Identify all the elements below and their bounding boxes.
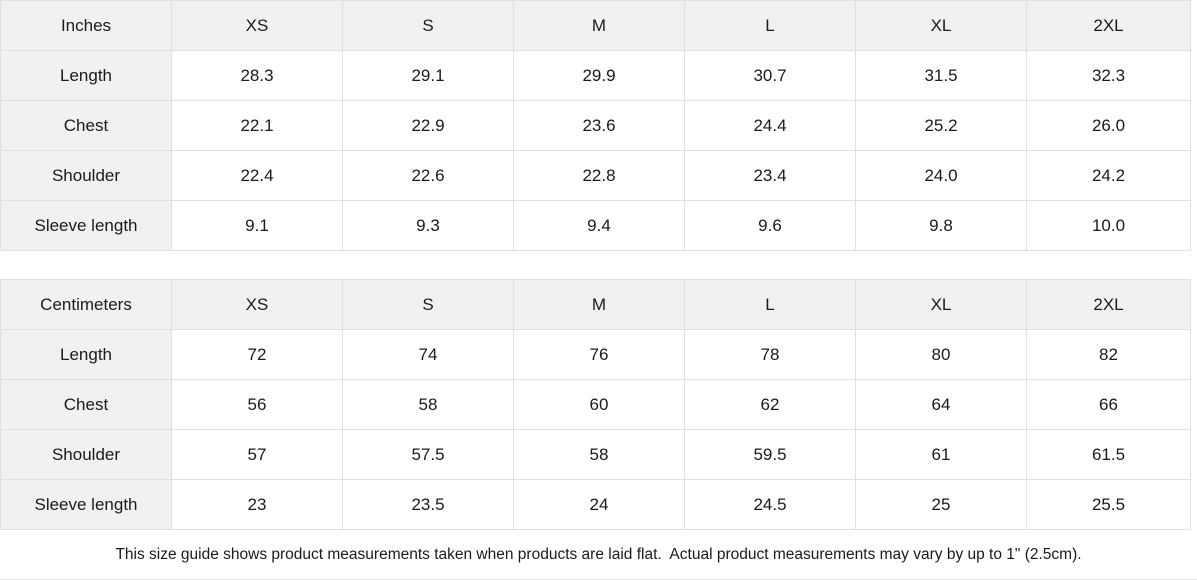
value-cell: 9.8 bbox=[855, 200, 1027, 251]
value-cell: 60 bbox=[513, 379, 685, 430]
centimeters-header-row: Centimeters XS S M L XL 2XL bbox=[0, 279, 1191, 330]
value-cell: 22.4 bbox=[171, 150, 343, 201]
value-cell: 9.4 bbox=[513, 200, 685, 251]
size-header-cell-2xl: 2XL bbox=[1026, 279, 1191, 330]
value-cell: 62 bbox=[684, 379, 856, 430]
value-cell: 72 bbox=[171, 329, 343, 380]
size-chart-table: Inches XS S M L XL 2XL Length 28.3 29.1 29.9 30.7 31… bbox=[0, 0, 1191, 530]
value-cell: 66 bbox=[1026, 379, 1191, 430]
value-cell: 24.4 bbox=[684, 100, 856, 151]
table-section-spacer bbox=[0, 250, 1191, 280]
value-cell: 24.0 bbox=[855, 150, 1027, 201]
row-label-cell: Length bbox=[0, 329, 172, 380]
value-cell: 56 bbox=[171, 379, 343, 430]
measurement-row: Length 28.3 29.1 29.9 30.7 31.5 32.3 bbox=[0, 50, 1191, 101]
value-cell: 78 bbox=[684, 329, 856, 380]
inches-header-row: Inches XS S M L XL 2XL bbox=[0, 0, 1191, 51]
value-cell: 24 bbox=[513, 479, 685, 530]
row-label-cell: Sleeve length bbox=[0, 479, 172, 530]
value-cell: 24.2 bbox=[1026, 150, 1191, 201]
measurement-row: Sleeve length 23 23.5 24 24.5 25 25.5 bbox=[0, 479, 1191, 530]
size-header-cell-2xl: 2XL bbox=[1026, 0, 1191, 51]
value-cell: 30.7 bbox=[684, 50, 856, 101]
value-cell: 23.6 bbox=[513, 100, 685, 151]
value-cell: 22.9 bbox=[342, 100, 514, 151]
size-header-cell-l: L bbox=[684, 279, 856, 330]
value-cell: 64 bbox=[855, 379, 1027, 430]
size-guide-note: This size guide shows product measuremen… bbox=[0, 530, 1197, 580]
value-cell: 32.3 bbox=[1026, 50, 1191, 101]
unit-header-cell: Centimeters bbox=[0, 279, 172, 330]
measurement-row: Sleeve length 9.1 9.3 9.4 9.6 9.8 10.0 bbox=[0, 200, 1191, 251]
table-section-spacer-cell bbox=[0, 250, 1191, 280]
size-header-cell-xl: XL bbox=[855, 0, 1027, 51]
value-cell: 22.1 bbox=[171, 100, 343, 151]
value-cell: 25.2 bbox=[855, 100, 1027, 151]
value-cell: 9.1 bbox=[171, 200, 343, 251]
value-cell: 57 bbox=[171, 429, 343, 480]
size-header-cell-xl: XL bbox=[855, 279, 1027, 330]
value-cell: 9.6 bbox=[684, 200, 856, 251]
measurement-row: Shoulder 57 57.5 58 59.5 61 61.5 bbox=[0, 429, 1191, 480]
size-header-cell-xs: XS bbox=[171, 279, 343, 330]
value-cell: 10.0 bbox=[1026, 200, 1191, 251]
measurement-row: Chest 56 58 60 62 64 66 bbox=[0, 379, 1191, 430]
row-label-cell: Chest bbox=[0, 100, 172, 151]
row-label-cell: Shoulder bbox=[0, 429, 172, 480]
value-cell: 23 bbox=[171, 479, 343, 530]
value-cell: 74 bbox=[342, 329, 514, 380]
measurement-row: Chest 22.1 22.9 23.6 24.4 25.2 26.0 bbox=[0, 100, 1191, 151]
size-chart-body: Inches XS S M L XL 2XL Length 28.3 29.1 29.9 30.7 31… bbox=[0, 0, 1191, 530]
value-cell: 22.8 bbox=[513, 150, 685, 201]
value-cell: 76 bbox=[513, 329, 685, 380]
value-cell: 25 bbox=[855, 479, 1027, 530]
value-cell: 23.4 bbox=[684, 150, 856, 201]
row-label-cell: Length bbox=[0, 50, 172, 101]
size-header-cell-l: L bbox=[684, 0, 856, 51]
value-cell: 24.5 bbox=[684, 479, 856, 530]
value-cell: 29.9 bbox=[513, 50, 685, 101]
size-header-cell-s: S bbox=[342, 0, 514, 51]
value-cell: 58 bbox=[342, 379, 514, 430]
value-cell: 23.5 bbox=[342, 479, 514, 530]
value-cell: 31.5 bbox=[855, 50, 1027, 101]
size-header-cell-m: M bbox=[513, 279, 685, 330]
value-cell: 82 bbox=[1026, 329, 1191, 380]
value-cell: 59.5 bbox=[684, 429, 856, 480]
size-header-cell-s: S bbox=[342, 279, 514, 330]
value-cell: 61 bbox=[855, 429, 1027, 480]
row-label-cell: Shoulder bbox=[0, 150, 172, 201]
measurement-row: Length 72 74 76 78 80 82 bbox=[0, 329, 1191, 380]
value-cell: 25.5 bbox=[1026, 479, 1191, 530]
unit-header-cell: Inches bbox=[0, 0, 172, 51]
value-cell: 61.5 bbox=[1026, 429, 1191, 480]
row-label-cell: Sleeve length bbox=[0, 200, 172, 251]
value-cell: 9.3 bbox=[342, 200, 514, 251]
value-cell: 80 bbox=[855, 329, 1027, 380]
measurement-row: Shoulder 22.4 22.6 22.8 23.4 24.0 24.2 bbox=[0, 150, 1191, 201]
value-cell: 22.6 bbox=[342, 150, 514, 201]
value-cell: 58 bbox=[513, 429, 685, 480]
value-cell: 26.0 bbox=[1026, 100, 1191, 151]
value-cell: 29.1 bbox=[342, 50, 514, 101]
size-header-cell-xs: XS bbox=[171, 0, 343, 51]
value-cell: 57.5 bbox=[342, 429, 514, 480]
row-label-cell: Chest bbox=[0, 379, 172, 430]
size-header-cell-m: M bbox=[513, 0, 685, 51]
value-cell: 28.3 bbox=[171, 50, 343, 101]
